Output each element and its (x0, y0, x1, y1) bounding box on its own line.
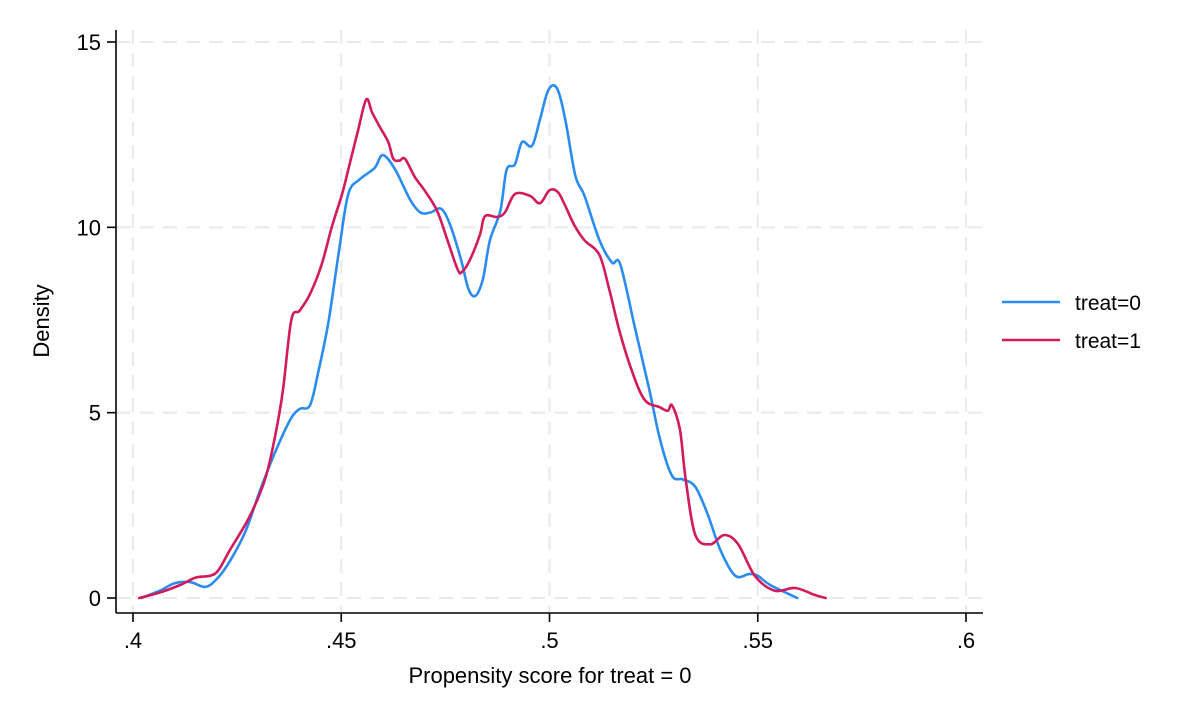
x-axis-title: Propensity score for treat = 0 (408, 663, 691, 688)
legend-label: treat=1 (1075, 330, 1141, 353)
grid-lines (117, 30, 983, 612)
y-tick-label: 15 (77, 30, 101, 55)
x-tick-label: .55 (742, 628, 773, 653)
x-tick-label: .6 (957, 628, 975, 653)
legend-item: treat=1 (1002, 330, 1141, 353)
y-tick-label: 0 (89, 586, 101, 611)
legend: treat=0 treat=1 (1002, 292, 1141, 353)
series-line-treat-1 (137, 97, 827, 600)
x-tick-label: .5 (540, 628, 558, 653)
series-lines (137, 84, 827, 600)
y-tick-label: 5 (89, 401, 101, 426)
y-axis-title: Density (29, 284, 54, 357)
series-line-treat-0 (140, 84, 799, 600)
x-axis-ticks: .4 .45 .5 .55 .6 (124, 613, 975, 653)
x-tick-label: .45 (326, 628, 357, 653)
legend-item: treat=0 (1002, 292, 1141, 315)
y-axis-ticks: 0 5 10 15 (77, 30, 116, 611)
legend-label: treat=0 (1075, 292, 1141, 315)
y-tick-label: 10 (77, 215, 101, 240)
x-tick-label: .4 (124, 628, 142, 653)
